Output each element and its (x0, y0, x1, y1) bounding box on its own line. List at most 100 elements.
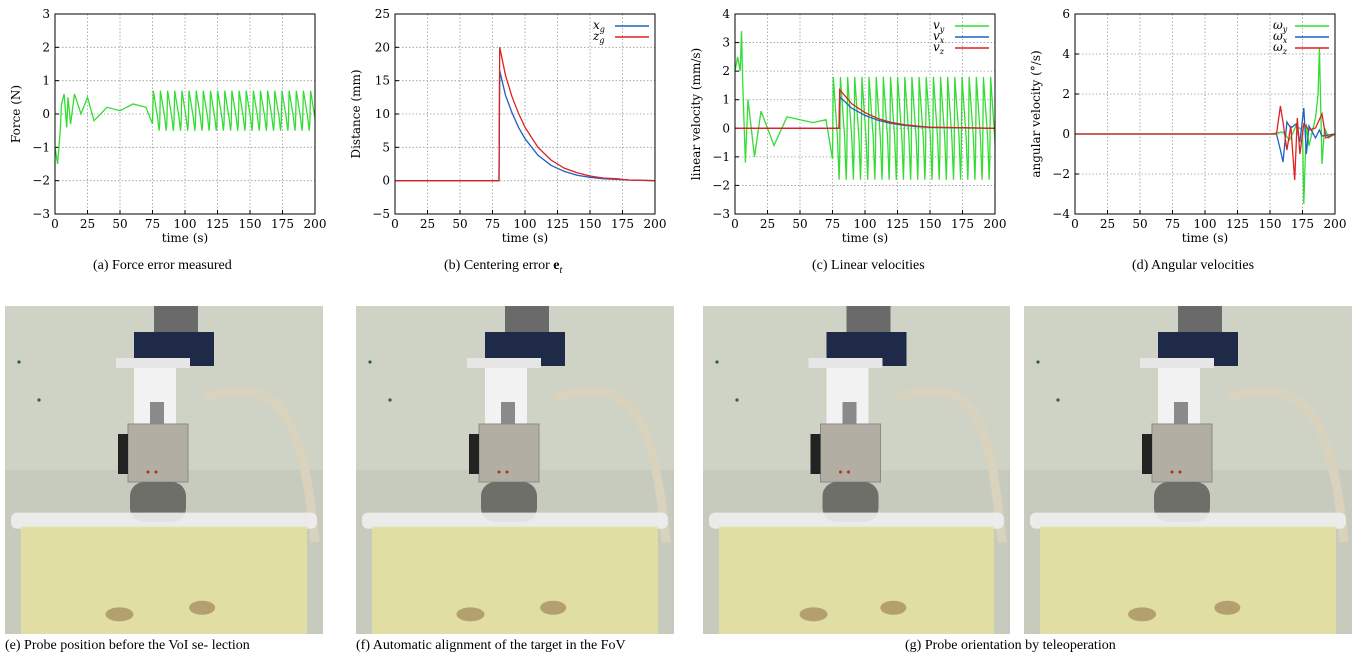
legend-name: ω (1273, 29, 1283, 43)
container-rim (709, 512, 1004, 529)
chart-force-error-svg: 0 25 50 75 100 125 150 175 200 −3 −2 −1 0 1 2 3 time (s)… (9, 7, 327, 245)
legend-name: z (592, 29, 600, 43)
photo-teleoperation-1 (703, 306, 1010, 634)
x-tick-label: 150 (1259, 217, 1282, 231)
y-tick-label: 3 (722, 36, 730, 50)
caption-centering-error-math: e (553, 258, 560, 273)
x-tick-label: 100 (514, 217, 537, 231)
ultrasound-probe (130, 482, 186, 522)
sensor-box (1151, 423, 1213, 483)
x-axis-label: time (s) (842, 231, 888, 245)
y-tick-label: 10 (375, 107, 390, 121)
plot-frame (734, 13, 996, 215)
holder-rod (150, 402, 164, 430)
legend-sub: y (939, 25, 945, 34)
container-rim (362, 512, 668, 529)
photo-teleoperation-2 (1024, 306, 1352, 634)
x-tick-label: 125 (886, 217, 909, 231)
x-tick-label: 100 (1194, 217, 1217, 231)
y-tick-label: 0 (722, 121, 730, 135)
plot-frame (394, 13, 656, 215)
led (839, 470, 842, 474)
series-group (1075, 47, 1335, 205)
series-line (735, 31, 995, 180)
y-tick-label: −3 (32, 207, 50, 221)
series-line (1075, 107, 1335, 163)
x-tick-label: 75 (145, 217, 160, 231)
x-tick-label: 125 (206, 217, 229, 231)
x-tick-label: 0 (391, 217, 399, 231)
plot-frame (1074, 13, 1336, 215)
x-tick-label: 150 (919, 217, 942, 231)
cable (1226, 386, 1349, 543)
series-group (735, 31, 995, 180)
series-line (1075, 105, 1335, 181)
legend-label: vy (933, 18, 945, 34)
phantom-object (540, 600, 567, 615)
robot-arm (505, 306, 549, 336)
x-tick-label: 50 (1132, 217, 1147, 231)
container-rim (1030, 512, 1346, 529)
sensor-box (127, 423, 189, 483)
phantom-object (456, 607, 485, 622)
chart-force-error: 0 25 50 75 100 125 150 175 200 −3 −2 −1 0 1 2 3 time (s)… (0, 0, 340, 273)
y-tick-label: −5 (372, 207, 390, 221)
legend-sub: g (599, 36, 604, 45)
photo-scene (1024, 306, 1352, 634)
legend-label: ωy (1273, 18, 1288, 34)
caption-angular-velocities: (d) Angular velocities (1132, 258, 1255, 273)
x-tick-label: 50 (792, 217, 807, 231)
legend-sub: x (940, 36, 945, 45)
y-tick-label: −2 (1052, 167, 1070, 181)
legend-name: v (933, 29, 940, 43)
x-tick-label: 175 (951, 217, 974, 231)
sensor-box (820, 423, 881, 483)
led (847, 470, 850, 474)
caption-probe-before-selection: (e) Probe position before the VoI se- le… (5, 638, 250, 653)
grid (1074, 13, 1336, 215)
x-tick-label: 75 (485, 217, 500, 231)
x-tick-label: 200 (1324, 217, 1347, 231)
phantom-object (799, 607, 828, 622)
dot-marker (735, 398, 739, 402)
sensor-clip (810, 434, 821, 474)
y-tick-label: 6 (1062, 7, 1070, 21)
sensor-clip (1142, 434, 1152, 474)
y-tick-label: 4 (722, 7, 730, 21)
holder-rod (501, 402, 515, 430)
y-tick-label: 3 (42, 7, 50, 21)
y-tick-label: −4 (1052, 207, 1070, 221)
dot-marker (1036, 360, 1040, 364)
dot-marker (368, 360, 372, 364)
legend-label: xg (593, 18, 605, 34)
x-tick-label: 200 (304, 217, 327, 231)
x-tick-label: 125 (546, 217, 569, 231)
legend-name: x (593, 18, 600, 32)
chart-linear-velocities-svg: 0 25 50 75 100 125 150 175 200 −3 −2 −1 0 1 2 3 4 time (s… (689, 7, 1006, 245)
x-tick-label: 125 (1226, 217, 1249, 231)
led (497, 470, 501, 474)
y-axis-label: Distance (mm) (349, 69, 363, 158)
x-tick-label: 0 (731, 217, 739, 231)
legend-name: ω (1273, 40, 1283, 54)
x-axis-label: time (s) (502, 231, 548, 245)
cable (202, 386, 320, 543)
chart-centering-error: 0 25 50 75 100 125 150 175 200 −5 0 5 10 15 20 25 time (… (340, 0, 680, 276)
y-tick-label: −1 (712, 150, 730, 164)
ultrasound-probe (1154, 482, 1210, 522)
series-group (55, 90, 315, 165)
gel-container (21, 526, 307, 634)
y-tick-label: 2 (722, 64, 730, 78)
y-tick-label: −2 (32, 174, 50, 188)
x-tick-label: 175 (271, 217, 294, 231)
caption-teleoperation: (g) Probe orientation by teleoperation (905, 638, 1116, 653)
x-tick-label: 150 (239, 217, 262, 231)
caption-centering-error: (b) Centering error et (444, 258, 562, 276)
y-tick-label: 0 (382, 174, 390, 188)
photo-automatic-alignment (356, 306, 674, 634)
y-tick-label: −1 (32, 140, 50, 154)
gel-container (372, 526, 658, 634)
grid (394, 13, 656, 215)
legend-label: ωx (1273, 29, 1288, 45)
